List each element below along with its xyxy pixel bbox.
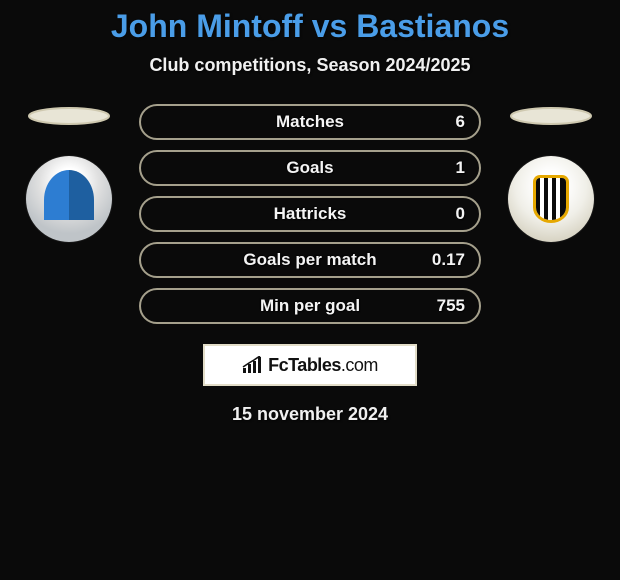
subtitle: Club competitions, Season 2024/2025: [0, 55, 620, 76]
comparison-card: John Mintoff vs Bastianos Club competiti…: [0, 0, 620, 425]
stat-label: Goals per match: [243, 250, 376, 270]
stat-label: Hattricks: [274, 204, 347, 224]
left-team-column: [19, 104, 119, 242]
stat-label: Matches: [276, 112, 344, 132]
right-platform-icon: [508, 106, 594, 126]
stat-row-hattricks: Hattricks 0: [139, 196, 481, 232]
footer-brand-suffix: .com: [341, 355, 378, 375]
stat-value: 755: [437, 296, 465, 316]
content-row: Matches 6 Goals 1 Hattricks 0 Goals per …: [0, 104, 620, 324]
stat-row-goals: Goals 1: [139, 150, 481, 186]
bar-chart-icon: [242, 356, 264, 374]
stat-value: 1: [456, 158, 465, 178]
footer-brand-name: FcTables: [268, 355, 341, 375]
right-team-column: [501, 104, 601, 242]
stat-row-matches: Matches 6: [139, 104, 481, 140]
right-team-crest-icon: [508, 156, 594, 242]
footer-brand-text: FcTables.com: [268, 355, 378, 376]
stats-bars: Matches 6 Goals 1 Hattricks 0 Goals per …: [139, 104, 481, 324]
left-team-crest-icon: [26, 156, 112, 242]
stat-label: Min per goal: [260, 296, 360, 316]
stat-row-min-per-goal: Min per goal 755: [139, 288, 481, 324]
stat-row-goals-per-match: Goals per match 0.17: [139, 242, 481, 278]
footer-date: 15 november 2024: [0, 404, 620, 425]
stat-value: 0: [456, 204, 465, 224]
stat-value: 0.17: [432, 250, 465, 270]
left-platform-icon: [26, 106, 112, 126]
stat-label: Goals: [286, 158, 333, 178]
page-title: John Mintoff vs Bastianos: [0, 0, 620, 45]
stat-value: 6: [456, 112, 465, 132]
footer-brand: FcTables.com: [203, 344, 417, 386]
